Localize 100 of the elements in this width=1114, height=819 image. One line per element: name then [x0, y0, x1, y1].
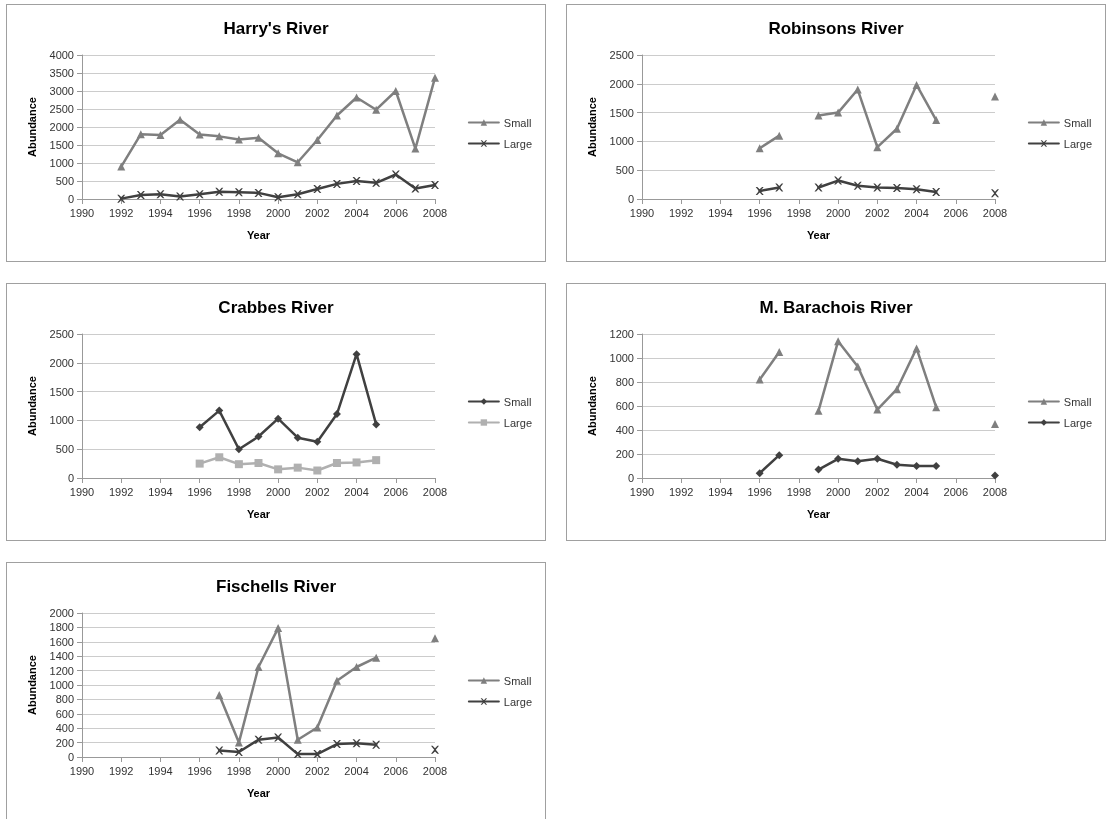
- x-tick-label: 1998: [786, 206, 812, 219]
- y-tick-label: 2000: [609, 77, 634, 90]
- x-tick-label: 2004: [344, 485, 369, 498]
- y-tick-label: 2000: [49, 356, 74, 369]
- y-tick-label: 1000: [49, 414, 74, 427]
- point: [254, 133, 263, 142]
- point: [873, 454, 882, 463]
- point: [156, 130, 165, 139]
- point: [834, 176, 843, 185]
- point: [755, 375, 764, 384]
- legend-label: Small: [1063, 395, 1092, 408]
- x-tick-label: 2000: [265, 206, 291, 219]
- x-axis-title: Year: [806, 228, 831, 241]
- point: [215, 746, 224, 755]
- y-tick-label: 2500: [49, 328, 74, 340]
- x-tick-label: 1990: [69, 764, 95, 777]
- y-tick-label: 0: [67, 751, 74, 763]
- point: [932, 188, 941, 197]
- chart-title: Robinsons River: [768, 19, 904, 38]
- x-tick-label: 2008: [982, 206, 1008, 219]
- y-tick-label: 1500: [49, 139, 74, 151]
- point: [372, 653, 381, 662]
- x-tick-label: 2002: [305, 485, 330, 498]
- x-tick-label: 2008: [422, 485, 448, 498]
- point: [892, 184, 901, 193]
- point: [156, 190, 165, 199]
- point: [372, 105, 381, 114]
- point: [873, 183, 882, 192]
- legend-label: Large: [503, 416, 533, 429]
- x-tick-label: 1996: [747, 485, 772, 498]
- y-axis-title: Abundance: [25, 376, 38, 436]
- point: [293, 463, 302, 472]
- x-tick-label: 1994: [148, 764, 173, 777]
- point: [431, 745, 439, 754]
- y-tick-label: 3500: [49, 67, 74, 79]
- y-tick-label: 1800: [49, 621, 74, 634]
- point: [755, 186, 764, 195]
- point: [912, 462, 921, 470]
- point: [372, 420, 381, 429]
- point: [274, 414, 283, 423]
- x-tick-label: 2006: [383, 485, 409, 498]
- y-tick-label: 200: [55, 736, 74, 749]
- x-tick-label: 1990: [629, 206, 655, 219]
- legend-label: Large: [503, 695, 533, 708]
- legend-label: Small: [1063, 116, 1092, 129]
- x-tick-label: 2002: [865, 206, 890, 219]
- y-tick-label: 500: [55, 443, 74, 456]
- y-axis-title: Abundance: [585, 97, 598, 157]
- point: [195, 459, 204, 468]
- y-tick-label: 3000: [49, 85, 74, 97]
- point: [332, 740, 341, 749]
- y-tick-label: 1000: [49, 157, 74, 169]
- legend-label: Small: [503, 674, 532, 687]
- point: [775, 131, 784, 140]
- x-tick-label: 1990: [69, 206, 95, 219]
- x-tick-label: 2000: [265, 764, 291, 777]
- point: [991, 471, 999, 480]
- point: [313, 437, 322, 446]
- point: [834, 337, 843, 346]
- y-tick-label: 0: [67, 193, 74, 205]
- y-tick-label: 1400: [49, 650, 74, 663]
- y-tick-label: 0: [627, 472, 634, 484]
- y-tick-label: 0: [627, 193, 634, 205]
- x-tick-label: 2002: [865, 485, 890, 498]
- y-tick-label: 1000: [609, 352, 634, 364]
- chart-title: Fischells River: [215, 577, 337, 596]
- point: [313, 135, 322, 144]
- point: [352, 458, 361, 467]
- point: [932, 462, 941, 470]
- x-tick-label: 1992: [108, 764, 134, 777]
- x-tick-label: 2004: [344, 206, 369, 219]
- point: [775, 183, 784, 192]
- point: [352, 663, 361, 671]
- x-axis-title: Year: [246, 228, 271, 241]
- point: [234, 445, 243, 454]
- legend-label: Large: [503, 137, 533, 150]
- y-tick-label: 400: [615, 424, 634, 436]
- point: [431, 180, 439, 189]
- x-tick-label: 1996: [747, 206, 772, 219]
- point: [411, 184, 420, 193]
- legend-label: Large: [1063, 416, 1093, 429]
- chart-title: M. Barachois River: [759, 298, 913, 317]
- point: [117, 194, 126, 203]
- point: [293, 750, 302, 759]
- point: [991, 189, 999, 198]
- point: [254, 735, 263, 744]
- y-axis-title: Abundance: [25, 97, 38, 157]
- point: [873, 143, 882, 152]
- point: [274, 193, 283, 202]
- y-tick-label: 2500: [49, 103, 74, 115]
- x-axis-title: Year: [246, 786, 271, 799]
- point: [352, 739, 361, 748]
- x-tick-label: 2004: [344, 764, 369, 777]
- x-tick-label: 1990: [629, 485, 655, 498]
- y-axis-title: Abundance: [585, 376, 598, 436]
- y-tick-label: 0: [67, 472, 74, 484]
- x-tick-label: 2008: [982, 485, 1008, 498]
- point: [814, 183, 823, 192]
- y-tick-label: 500: [615, 164, 634, 177]
- x-tick-label: 1998: [226, 206, 252, 219]
